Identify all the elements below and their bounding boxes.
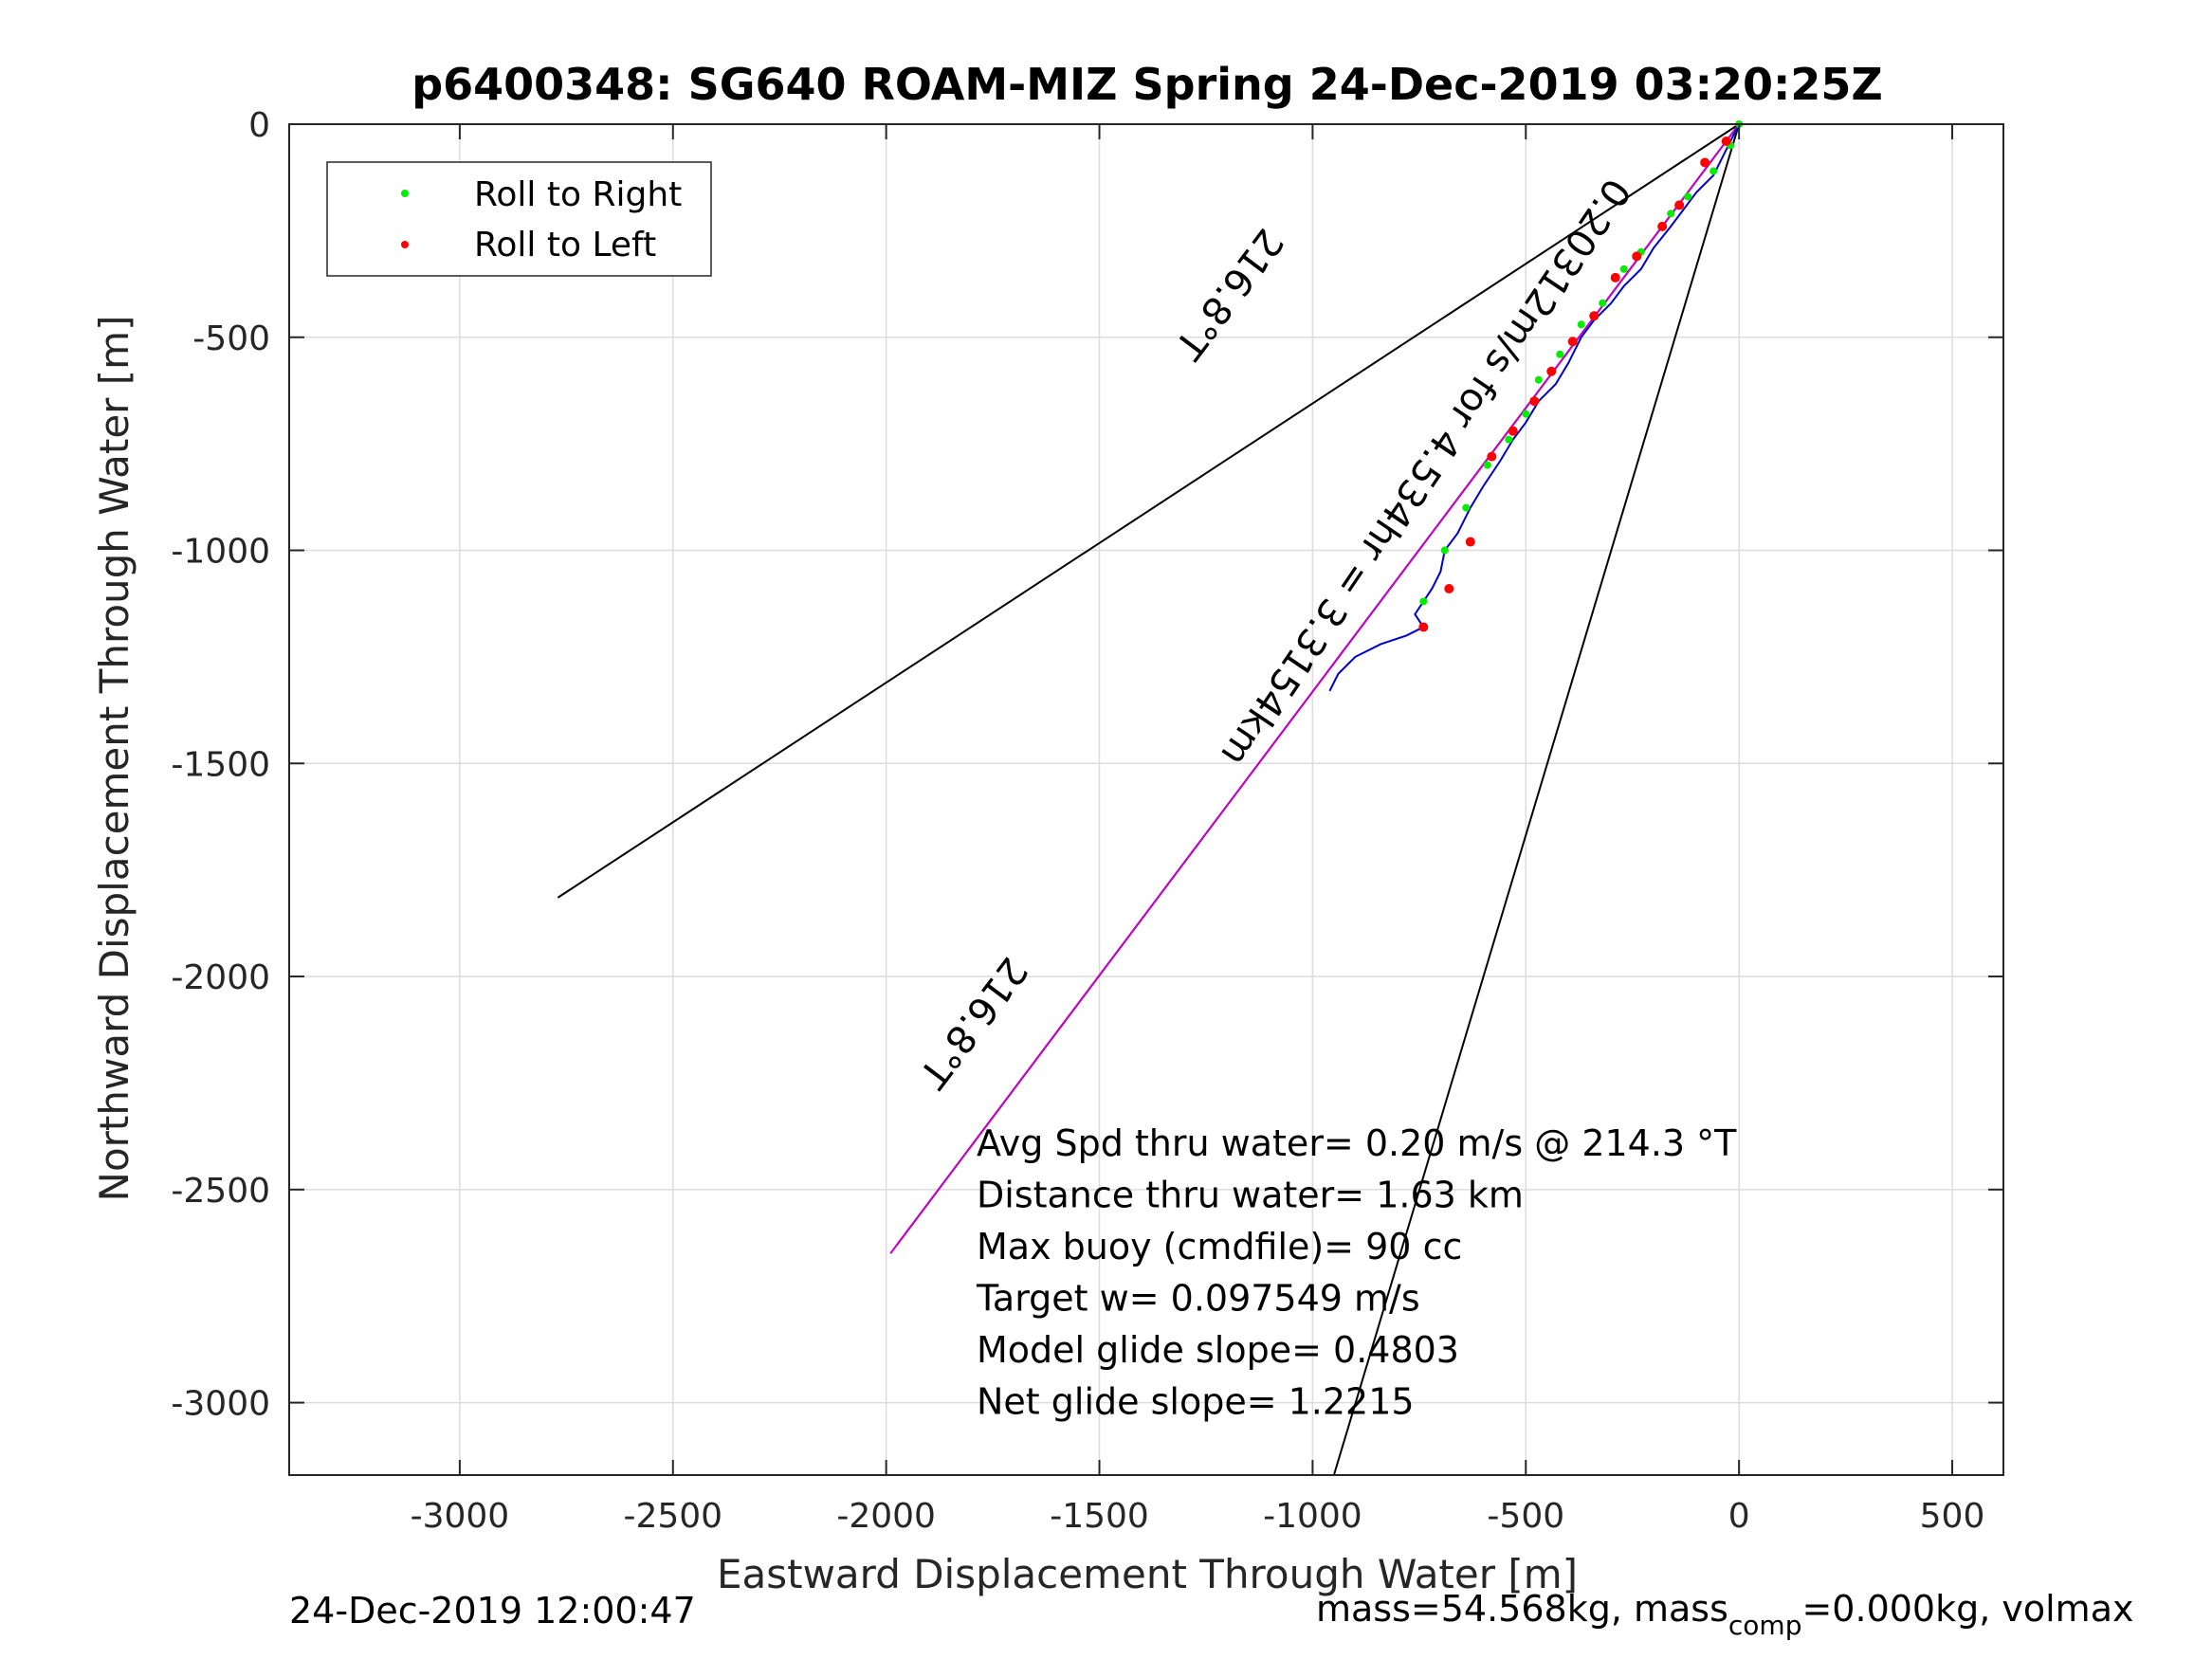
footer-mass-rest: =0.000kg, volmax bbox=[1801, 1588, 2133, 1630]
data-marks bbox=[557, 120, 1744, 1476]
roll-right-point bbox=[1440, 546, 1449, 555]
roll-right-point bbox=[1709, 167, 1718, 175]
x-axis-label: Eastward Displacement Through Water [m] bbox=[717, 1551, 1578, 1597]
reference-line bbox=[1332, 123, 1741, 1476]
roll-left-point bbox=[1567, 337, 1578, 347]
roll-right-point bbox=[1667, 210, 1675, 218]
roll-left-point bbox=[1632, 251, 1642, 262]
roll-right-point bbox=[1534, 375, 1543, 384]
tick-labels: -3000 -2500 -2000 -1500 -1000 -500 0 500 0 -500 -1… bbox=[171, 106, 1984, 1536]
legend: Roll to Right Roll to Left bbox=[326, 161, 712, 277]
reference-line bbox=[557, 123, 1740, 899]
x-tick-label: 0 bbox=[1728, 1497, 1750, 1536]
y-tick-label: -3000 bbox=[171, 1385, 270, 1424]
reference-line bbox=[889, 123, 1740, 1254]
roll-right-point bbox=[1483, 461, 1491, 469]
roll-right-point bbox=[1522, 410, 1530, 418]
y-tick-label: -1500 bbox=[171, 745, 270, 784]
x-tick-label: 500 bbox=[1920, 1497, 1985, 1536]
stats-annotation-line: Model glide slope= 0.4803 bbox=[977, 1329, 1459, 1371]
roll-left-point bbox=[1465, 537, 1475, 547]
footer-mass: mass=54.568kg, mass bbox=[1316, 1588, 1728, 1630]
chart-title: p6400348: SG640 ROAM-MIZ Spring 24-Dec-2… bbox=[411, 59, 1883, 110]
x-tick-label: -500 bbox=[1487, 1497, 1564, 1536]
footer-mass-subscript: comp bbox=[1728, 1610, 1802, 1641]
roll-left-point bbox=[1487, 451, 1497, 462]
legend-label-roll-right: Roll to Right bbox=[474, 175, 682, 214]
legend-label-roll-left: Roll to Left bbox=[474, 226, 656, 264]
stats-annotations: Avg Spd thru water= 0.20 m/s @ 214.3 °T D… bbox=[976, 1122, 1737, 1423]
legend-marker-roll-left bbox=[401, 241, 409, 248]
roll-left-point bbox=[1700, 157, 1710, 168]
roll-right-point bbox=[1505, 435, 1513, 444]
roll-left-point bbox=[1546, 366, 1557, 376]
roll-right-point bbox=[1684, 192, 1692, 201]
y-tick-label: -2500 bbox=[171, 1172, 270, 1211]
legend-marker-roll-right bbox=[401, 190, 409, 197]
y-tick-label: -1000 bbox=[171, 533, 270, 572]
x-tick-label: -1000 bbox=[1263, 1497, 1362, 1536]
roll-left-point bbox=[1418, 622, 1429, 632]
stats-annotation-line: Max buoy (cmdfile)= 90 cc bbox=[977, 1226, 1462, 1267]
roll-right-point bbox=[1419, 597, 1428, 606]
roll-right-point bbox=[1462, 503, 1471, 512]
x-tick-label: -3000 bbox=[411, 1497, 510, 1536]
roll-left-point bbox=[1721, 136, 1731, 146]
axes-box bbox=[288, 123, 2004, 1476]
roll-left-point bbox=[1529, 396, 1540, 407]
roll-left-point bbox=[1674, 200, 1685, 210]
roll-left-point bbox=[1444, 583, 1454, 593]
y-axis-label: Northward Displacement Through Water [m] bbox=[91, 316, 137, 1202]
stats-annotation-line: Net glide slope= 1.2215 bbox=[977, 1381, 1415, 1423]
roll-left-point bbox=[1610, 272, 1620, 283]
legend-box bbox=[326, 161, 712, 277]
roll-right-point bbox=[1619, 264, 1628, 273]
y-tick-label: -500 bbox=[192, 319, 270, 358]
roll-right-point bbox=[1599, 299, 1607, 307]
plot-area bbox=[288, 120, 2004, 1476]
roll-right-point bbox=[1577, 320, 1585, 329]
x-tick-label: -1500 bbox=[1050, 1497, 1149, 1536]
y-tick-label: 0 bbox=[248, 106, 270, 145]
ticks bbox=[289, 123, 2003, 1475]
footer-timestamp: 24-Dec-2019 12:00:47 bbox=[289, 1590, 696, 1632]
stats-annotation-line: Distance thru water= 1.63 km bbox=[977, 1175, 1524, 1216]
roll-left-point bbox=[1589, 311, 1600, 321]
stats-annotation-line: Avg Spd thru water= 0.20 m/s @ 214.3 °T bbox=[977, 1122, 1737, 1164]
x-tick-label: -2000 bbox=[836, 1497, 936, 1536]
footer-mass-info: mass=54.568kg, masscomp=0.000kg, volmax bbox=[1316, 1588, 2133, 1641]
y-tick-label: -2000 bbox=[171, 958, 270, 997]
stats-annotation-line: Target w= 0.097549 m/s bbox=[976, 1278, 1420, 1320]
roll-right-point bbox=[1556, 350, 1564, 358]
roll-left-point bbox=[1657, 221, 1668, 231]
roll-left-point bbox=[1508, 426, 1518, 436]
x-tick-label: -2500 bbox=[623, 1497, 722, 1536]
